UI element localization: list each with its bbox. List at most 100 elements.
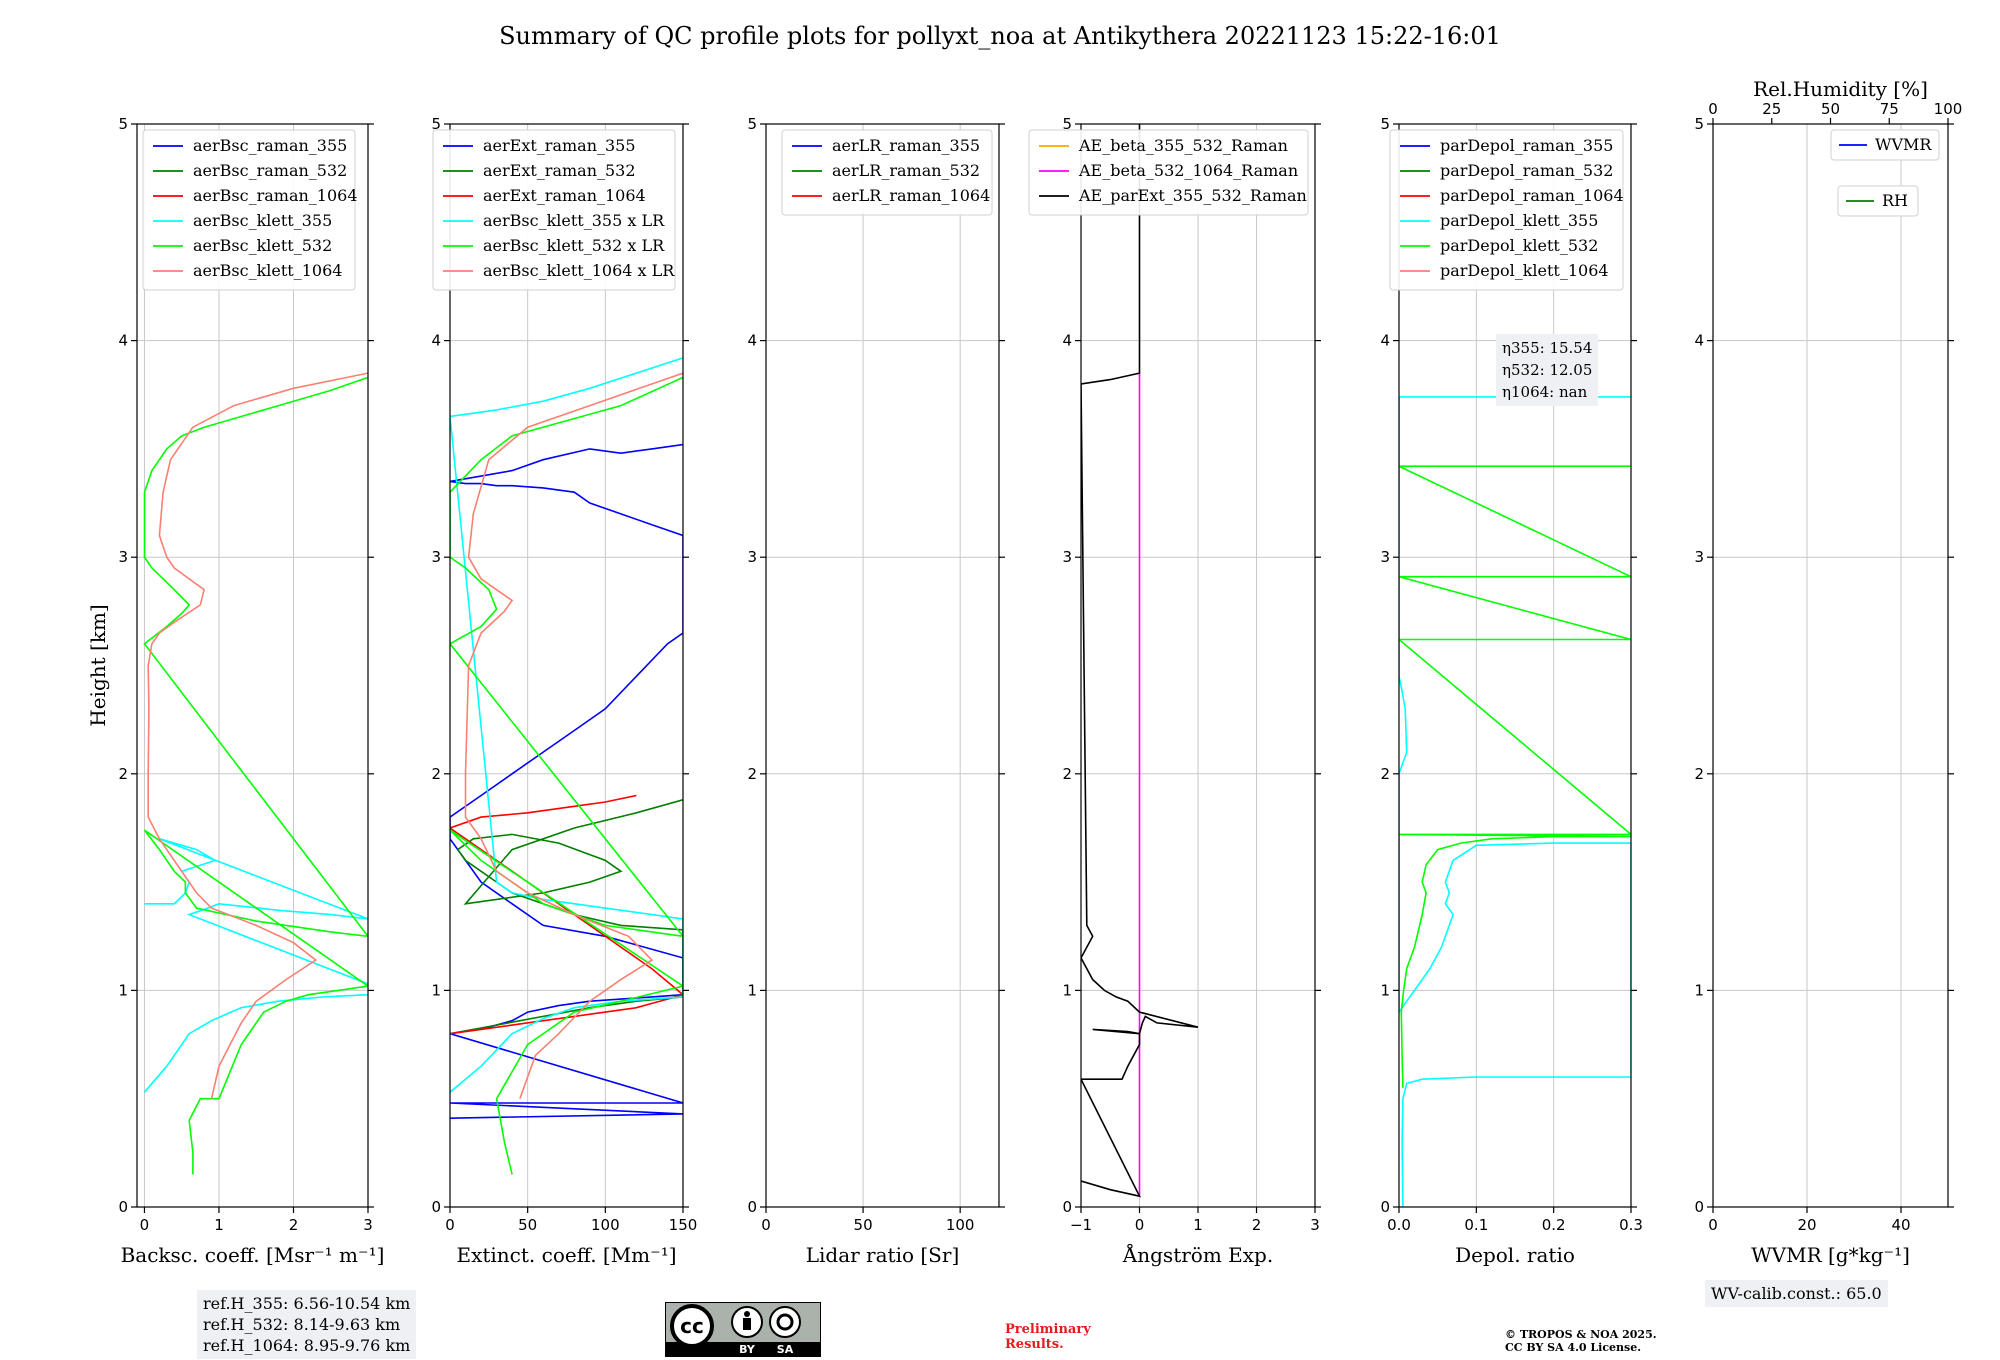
series-line-aerext-raman-1064 bbox=[450, 794, 683, 1035]
by-label: BY bbox=[739, 1343, 756, 1356]
legend-label: aerBsc_raman_1064 bbox=[193, 186, 358, 205]
legend-label: parDepol_klett_355 bbox=[1440, 211, 1598, 230]
y-tick-label: 4 bbox=[1062, 332, 1072, 350]
legend-label: parDepol_raman_1064 bbox=[1440, 186, 1624, 205]
y-tick-label: 2 bbox=[1380, 765, 1390, 783]
x-tick-label: 0.2 bbox=[1542, 1216, 1566, 1234]
plot-frame bbox=[765, 123, 1000, 1208]
y-tick-label: 1 bbox=[1062, 981, 1072, 999]
y-tick-label: 5 bbox=[1380, 115, 1390, 133]
ref-height-355: ref.H_355: 6.56-10.54 km bbox=[203, 1294, 411, 1313]
legend-label: aerBsc_klett_355 bbox=[193, 211, 332, 230]
x-tick-label: 3 bbox=[363, 1216, 373, 1234]
legend-label: aerLR_raman_355 bbox=[832, 136, 980, 155]
x-tick-label: 150 bbox=[669, 1216, 698, 1234]
legend-label: AE_parExt_355_532_Raman bbox=[1078, 186, 1307, 205]
ref-height-1064: ref.H_1064: 8.95-9.76 km bbox=[203, 1336, 411, 1355]
x-tick-label: 2 bbox=[1252, 1216, 1262, 1234]
y-tick-label: 1 bbox=[118, 981, 128, 999]
y-axis-label: Height [km] bbox=[86, 604, 110, 726]
preliminary-line-1: Preliminary bbox=[1005, 1322, 1091, 1337]
y-tick-label: 1 bbox=[1694, 981, 1704, 999]
x-tick-label: 0.1 bbox=[1464, 1216, 1488, 1234]
y-tick-label: 1 bbox=[431, 981, 441, 999]
legend-label: aerBsc_klett_1064 bbox=[193, 261, 342, 280]
y-tick-label: 2 bbox=[431, 765, 441, 783]
x-tick-label: 0 bbox=[445, 1216, 455, 1234]
legend-label: aerLR_raman_532 bbox=[832, 161, 980, 180]
y-tick-label: 0 bbox=[1694, 1198, 1704, 1216]
x-tick-label: 40 bbox=[1891, 1216, 1910, 1234]
y-tick-label: 5 bbox=[747, 115, 757, 133]
plot-frame bbox=[1712, 123, 1949, 1208]
series-line-aerext-raman-355 bbox=[450, 443, 683, 1119]
legend-box bbox=[1389, 129, 1624, 291]
y-tick-label: 5 bbox=[431, 115, 441, 133]
copyright-note: © TROPOS & NOA 2025. CC BY SA 4.0 Licens… bbox=[1505, 1328, 1657, 1354]
series-line-ae-parext-355-532-raman bbox=[1081, 124, 1199, 1198]
top-x-tick-label: 100 bbox=[1934, 100, 1963, 118]
y-tick-label: 4 bbox=[118, 332, 128, 350]
top-x-axis-label: Rel.Humidity [%] bbox=[1753, 77, 1928, 101]
y-tick-label: 0 bbox=[747, 1198, 757, 1216]
sa-label: SA bbox=[777, 1343, 794, 1356]
series-line-aerbsc-klett-532-x-lr bbox=[450, 376, 683, 1175]
cc-icon-text: cc bbox=[680, 1314, 704, 1338]
x-axis-label: Backsc. coeff. [Msr⁻¹ m⁻¹] bbox=[121, 1243, 385, 1267]
y-tick-label: 3 bbox=[1380, 548, 1390, 566]
y-tick-label: 1 bbox=[1380, 981, 1390, 999]
y-tick-label: 5 bbox=[1062, 115, 1072, 133]
x-tick-label: 1 bbox=[1193, 1216, 1203, 1234]
x-tick-label: 0.3 bbox=[1619, 1216, 1643, 1234]
copyright-line-1: © TROPOS & NOA 2025. bbox=[1505, 1328, 1657, 1341]
y-tick-label: 3 bbox=[431, 548, 441, 566]
legend-label: aerBsc_klett_532 bbox=[193, 236, 332, 255]
y-tick-label: 2 bbox=[118, 765, 128, 783]
y-tick-label: 3 bbox=[747, 548, 757, 566]
top-x-tick-label: 75 bbox=[1880, 100, 1899, 118]
x-tick-label: 0 bbox=[1135, 1216, 1145, 1234]
legend-label: aerExt_raman_355 bbox=[483, 136, 636, 155]
legend-label: AE_beta_355_532_Raman bbox=[1078, 136, 1288, 155]
top-x-tick-label: 0 bbox=[1708, 100, 1718, 118]
series-line-aerbsc-klett-1064-x-lr bbox=[464, 372, 683, 1099]
copyright-line-2: CC BY SA 4.0 License. bbox=[1505, 1341, 1642, 1354]
legend-label: aerBsc_raman_355 bbox=[193, 136, 347, 155]
legend-label: aerBsc_klett_1064 x LR bbox=[483, 261, 675, 280]
plot-frame bbox=[1398, 123, 1632, 1208]
x-tick-label: 0 bbox=[140, 1216, 150, 1234]
x-tick-label: 50 bbox=[518, 1216, 537, 1234]
x-tick-label: 100 bbox=[591, 1216, 620, 1234]
legend-label: parDepol_raman_532 bbox=[1440, 161, 1613, 180]
y-tick-label: 0 bbox=[1062, 1198, 1072, 1216]
eta-box: η355: 15.54 η532: 12.05 η1064: nan bbox=[1496, 334, 1599, 406]
y-tick-label: 4 bbox=[1380, 332, 1390, 350]
legend-label: WVMR bbox=[1875, 135, 1932, 154]
y-tick-label: 1 bbox=[747, 981, 757, 999]
y-tick-label: 0 bbox=[118, 1198, 128, 1216]
x-axis-label: Ångström Exp. bbox=[1122, 1242, 1273, 1267]
wv-calib-box: WV-calib.const.: 65.0 bbox=[1705, 1280, 1888, 1307]
series-line-pardepol-klett-355 bbox=[1399, 396, 1631, 1207]
legend-box bbox=[1028, 129, 1309, 216]
series-line-aerbsc-klett-355-x-lr bbox=[450, 357, 683, 1093]
legend-box bbox=[1830, 129, 1940, 161]
cc-icon bbox=[670, 1304, 714, 1348]
cc-license-badge: cc BY SA bbox=[665, 1302, 821, 1357]
y-tick-label: 3 bbox=[118, 548, 128, 566]
ref-height-532: ref.H_532: 8.14-9.63 km bbox=[203, 1315, 401, 1334]
legend-label: RH bbox=[1882, 191, 1908, 210]
preliminary-line-2: Results. bbox=[1005, 1337, 1064, 1352]
top-x-tick-label: 50 bbox=[1821, 100, 1840, 118]
legend-label: aerBsc_raman_532 bbox=[193, 161, 347, 180]
x-axis-label: Lidar ratio [Sr] bbox=[806, 1243, 960, 1267]
preliminary-note: Preliminary Results. bbox=[1005, 1322, 1091, 1352]
legend-label: parDepol_klett_532 bbox=[1440, 236, 1598, 255]
eta-532: η532: 12.05 bbox=[1502, 361, 1593, 379]
y-tick-label: 0 bbox=[431, 1198, 441, 1216]
y-tick-label: 2 bbox=[747, 765, 757, 783]
series-line-aerbsc-klett-1064 bbox=[147, 372, 368, 1099]
legend-label: aerBsc_klett_355 x LR bbox=[483, 211, 665, 230]
sa-share-icon bbox=[769, 1306, 801, 1338]
legend-box bbox=[781, 129, 993, 216]
